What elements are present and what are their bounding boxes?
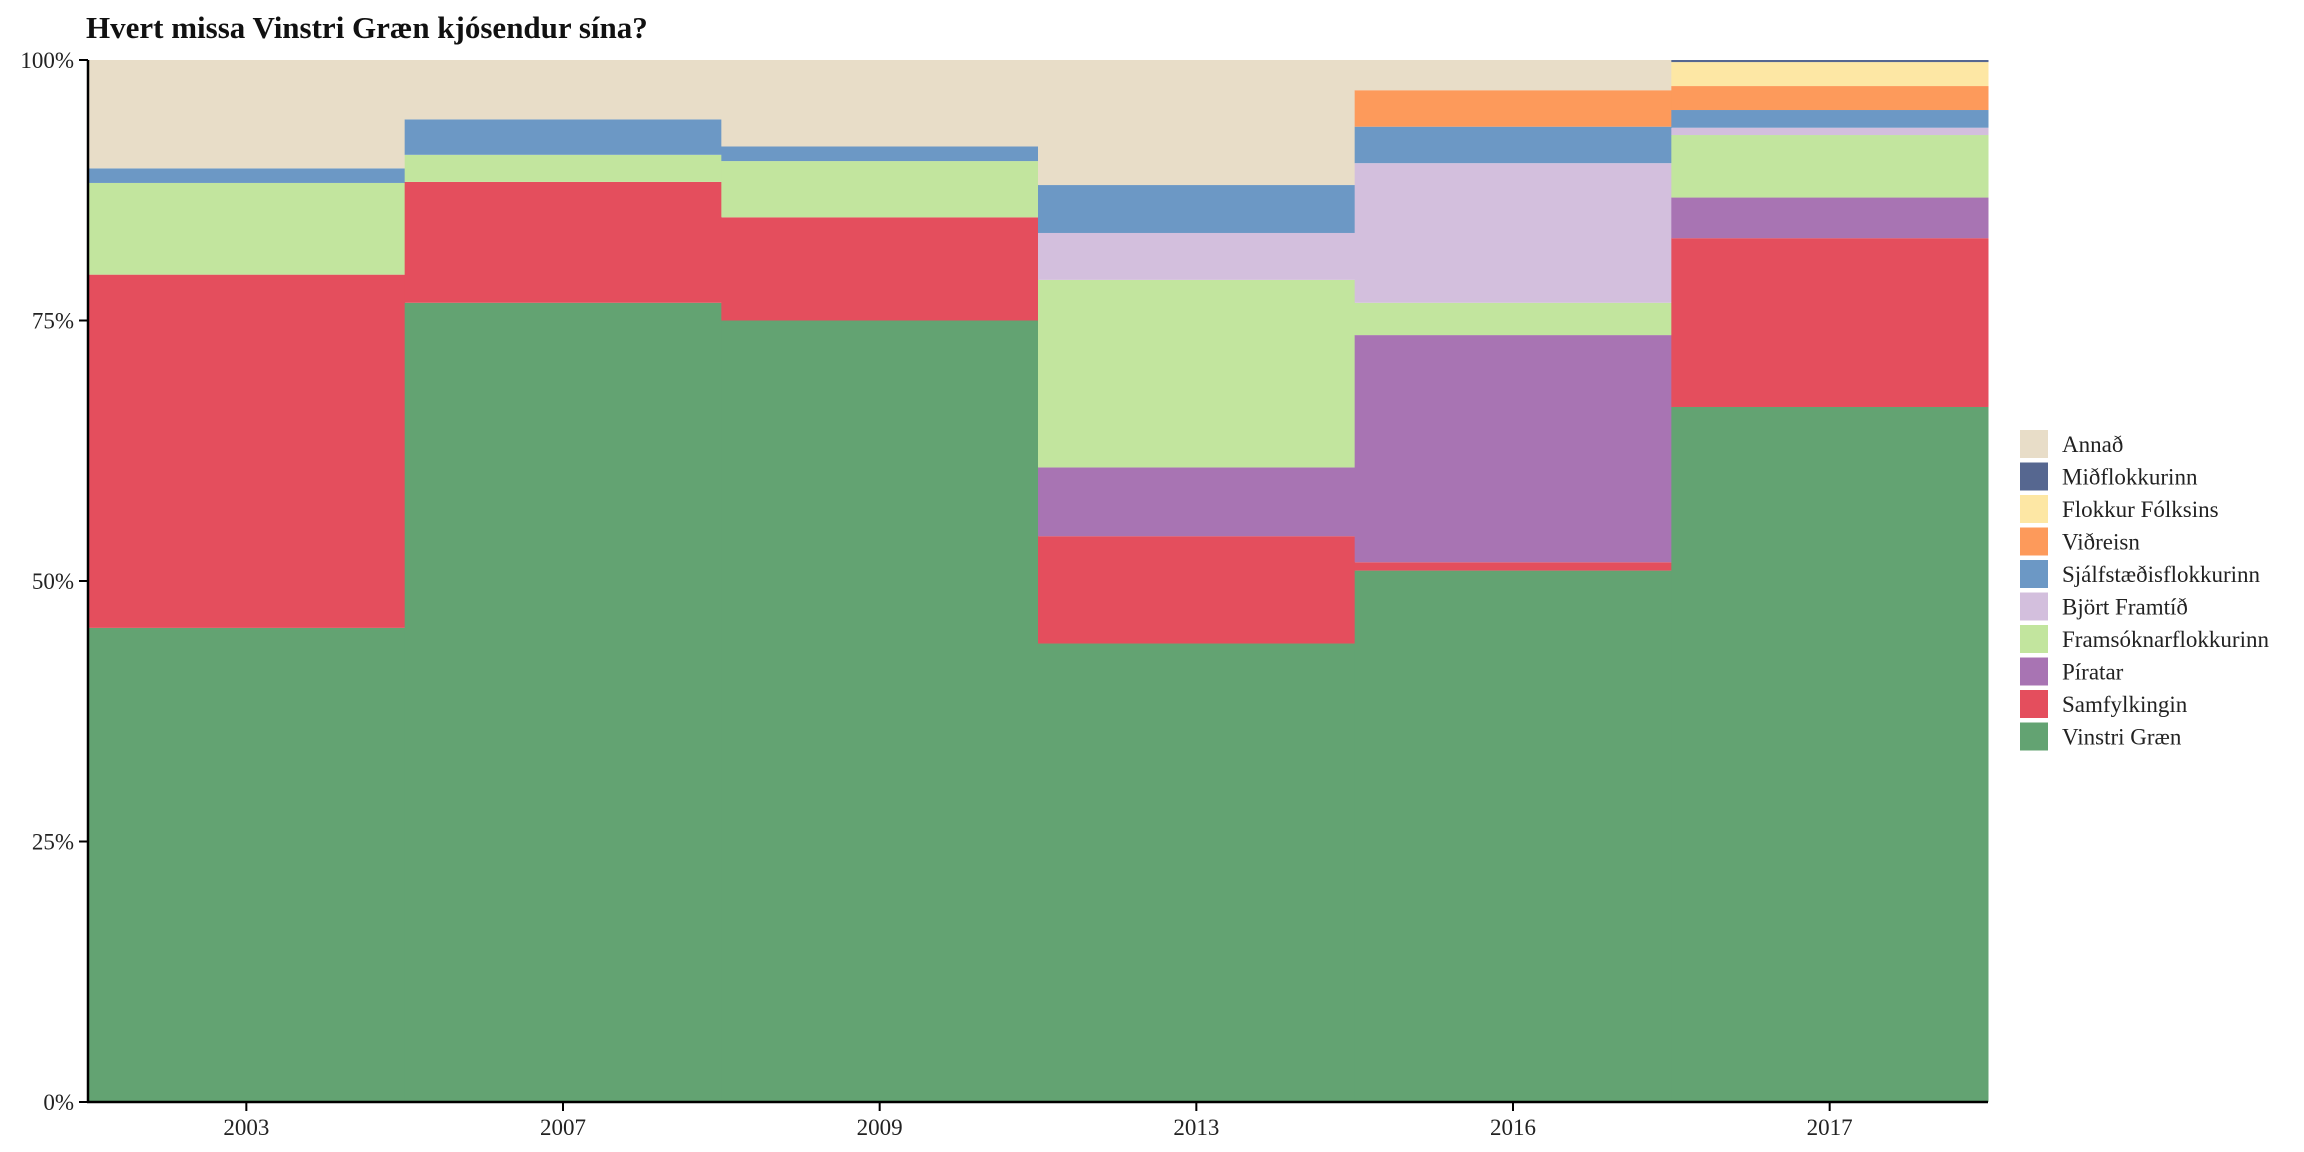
bar-segment-2016-3	[1354, 302, 1672, 336]
bar-segment-2013-1	[1038, 536, 1356, 644]
x-tick-label: 2009	[857, 1115, 903, 1140]
bar-segment-2017-6	[1671, 86, 1989, 111]
bar-segment-2003-0	[88, 627, 406, 1102]
bar-segment-2009-5	[721, 146, 1039, 162]
legend-swatch	[2020, 657, 2048, 686]
legend-swatch	[2020, 560, 2048, 588]
legend: Annað Miðflokkurinn Flokkur Fólksins Viðrei…	[2020, 430, 2269, 751]
x-tick-label: 2007	[540, 1115, 586, 1140]
bar-segment-2013-9	[1038, 60, 1356, 186]
bar-segment-2013-2	[1038, 467, 1356, 537]
legend-label: Framsóknarflokkurinn	[2062, 627, 2269, 652]
bar-segment-2003-1	[88, 274, 406, 628]
bar-segment-2013-3	[1038, 279, 1356, 468]
bar-stacks	[88, 60, 1989, 1103]
bar-segment-2016-4	[1354, 163, 1672, 303]
bar-segment-2017-0	[1671, 406, 1989, 1103]
legend-label: Björt Framtíð	[2062, 595, 2188, 620]
legend-label: Annað	[2062, 432, 2123, 457]
bar-segment-2017-8	[1671, 60, 1989, 63]
x-tick-label: 2017	[1807, 1115, 1853, 1140]
y-tick-label: 100%	[20, 48, 74, 73]
bar-segment-2003-5	[88, 168, 406, 183]
legend-swatch	[2020, 462, 2048, 491]
legend-swatch	[2020, 430, 2048, 458]
legend-label: Viðreisn	[2062, 530, 2140, 555]
legend-swatch	[2020, 527, 2048, 556]
bar-segment-2013-0	[1038, 643, 1356, 1102]
bar-segment-2013-4	[1038, 232, 1356, 280]
x-tick-label: 2016	[1490, 1115, 1536, 1140]
bar-segment-2016-0	[1354, 570, 1672, 1102]
bar-segment-2016-6	[1354, 90, 1672, 127]
legend-swatch	[2020, 592, 2048, 621]
legend-label: Flokkur Fólksins	[2062, 497, 2219, 522]
bar-segment-2017-2	[1671, 197, 1989, 239]
legend-swatch	[2020, 690, 2048, 718]
bar-segment-2017-1	[1671, 238, 1989, 407]
y-tick-label: 75%	[32, 309, 74, 334]
bar-segment-2003-9	[88, 60, 406, 169]
legend-label: Vinstri Græn	[2062, 725, 2182, 750]
bar-segment-2007-5	[404, 119, 722, 155]
legend-label: Sjálfstæðisflokkurinn	[2062, 562, 2261, 587]
legend-swatch	[2020, 625, 2048, 653]
bar-segment-2007-3	[404, 154, 722, 182]
bar-segment-2007-0	[404, 302, 722, 1102]
bar-segment-2016-9	[1354, 60, 1672, 91]
x-tick-label: 2013	[1173, 1115, 1219, 1140]
bar-segment-2017-4	[1671, 127, 1989, 136]
bar-segment-2017-7	[1671, 62, 1989, 87]
legend-swatch	[2020, 722, 2048, 751]
bar-segment-2016-1	[1354, 562, 1672, 571]
bar-segment-2007-1	[404, 181, 722, 303]
bar-segment-2009-9	[721, 60, 1039, 147]
x-tick-label: 2003	[223, 1115, 269, 1140]
bar-segment-2007-9	[404, 60, 722, 120]
bar-segment-2003-3	[88, 182, 406, 275]
bar-segment-2016-5	[1354, 126, 1672, 164]
bar-segment-2009-3	[721, 161, 1039, 218]
legend-swatch	[2020, 495, 2048, 523]
bar-segment-2016-2	[1354, 335, 1672, 563]
y-tick-label: 50%	[32, 569, 74, 594]
legend-label: Samfylkingin	[2062, 692, 2188, 717]
chart-title: Hvert missa Vinstri Græn kjósendur sína?	[86, 10, 648, 45]
legend-label: Píratar	[2062, 660, 2124, 685]
bar-segment-2009-1	[721, 217, 1039, 321]
y-tick-label: 0%	[43, 1090, 74, 1115]
bar-segment-2009-0	[721, 320, 1039, 1102]
axes: 0% 25% 50% 75% 100% 2003 2007 2009 2013 2016 2017	[20, 48, 1988, 1140]
bar-segment-2013-5	[1038, 185, 1356, 233]
bar-segment-2017-5	[1671, 110, 1989, 128]
legend-label: Miðflokkurinn	[2062, 465, 2198, 490]
bar-segment-2017-3	[1671, 135, 1989, 198]
y-tick-label: 25%	[32, 830, 74, 855]
